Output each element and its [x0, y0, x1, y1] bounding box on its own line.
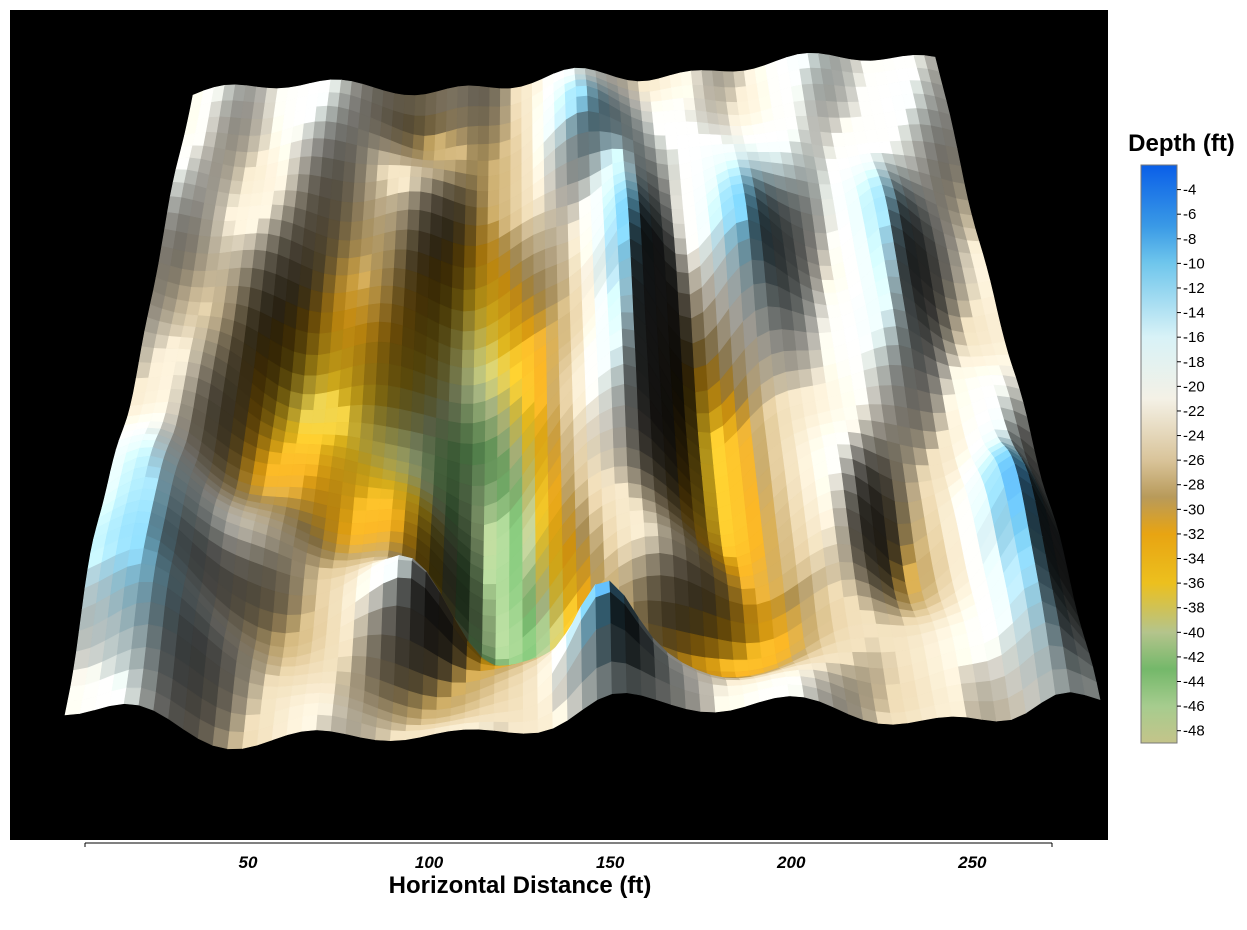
colorbar-tick-label-13: -30	[1183, 501, 1205, 518]
colorbar-tick-label-6: -16	[1183, 329, 1205, 346]
colorbar-tick-label-17: -38	[1183, 600, 1205, 617]
colorbar-tick-label-2: -8	[1183, 231, 1196, 248]
x-tick-label-1: 100	[415, 853, 444, 872]
colorbar-title: Depth (ft)	[1128, 130, 1235, 157]
colorbar-gradient	[1140, 164, 1178, 744]
colorbar-tick-label-22: -48	[1183, 723, 1205, 740]
colorbar-tick-label-10: -24	[1183, 428, 1205, 445]
colorbar-tick-label-12: -28	[1183, 477, 1205, 494]
colorbar-tick-label-15: -34	[1183, 551, 1205, 568]
colorbar-tick-label-19: -42	[1183, 649, 1205, 666]
colorbar-tick-label-14: -32	[1183, 526, 1205, 543]
colorbar-tick-label-8: -20	[1183, 378, 1205, 395]
colorbar-tick-label-7: -18	[1183, 354, 1205, 371]
colorbar-tick-label-21: -46	[1183, 698, 1205, 715]
x-tick-label-3: 200	[776, 853, 806, 872]
colorbar-tick-label-4: -12	[1183, 280, 1205, 297]
colorbar-tick-label-20: -44	[1183, 674, 1205, 691]
colorbar: -4 -6 -8 -10 -12 -14 -16 -18 -20 -22 -24 -26 -28 -30 -…	[1140, 164, 1205, 744]
colorbar-tick-label-18: -40	[1183, 624, 1205, 641]
colorbar-tick-label-0: -4	[1183, 182, 1196, 199]
x-tick-label-2: 150	[596, 853, 625, 872]
colorbar-tick-label-16: -36	[1183, 575, 1205, 592]
colorbar-tick-label-11: -26	[1183, 452, 1205, 469]
colorbar-ticks: -4 -6 -8 -10 -12 -14 -16 -18 -20 -22 -24 -26 -28 -30 -…	[1177, 182, 1205, 740]
surface-plot-area	[10, 10, 1108, 840]
colorbar-tick-label-3: -10	[1183, 255, 1205, 272]
x-axis-ticks: 50 100 150 200 250	[239, 853, 988, 872]
x-axis-title: Horizontal Distance (ft)	[388, 872, 652, 899]
depth-surface	[64, 52, 1101, 750]
colorbar-tick-label-5: -14	[1183, 305, 1205, 322]
colorbar-tick-label-1: -6	[1183, 206, 1196, 223]
x-tick-label-4: 250	[957, 853, 987, 872]
colorbar-tick-label-9: -22	[1183, 403, 1205, 420]
x-tick-label-0: 50	[239, 853, 258, 872]
